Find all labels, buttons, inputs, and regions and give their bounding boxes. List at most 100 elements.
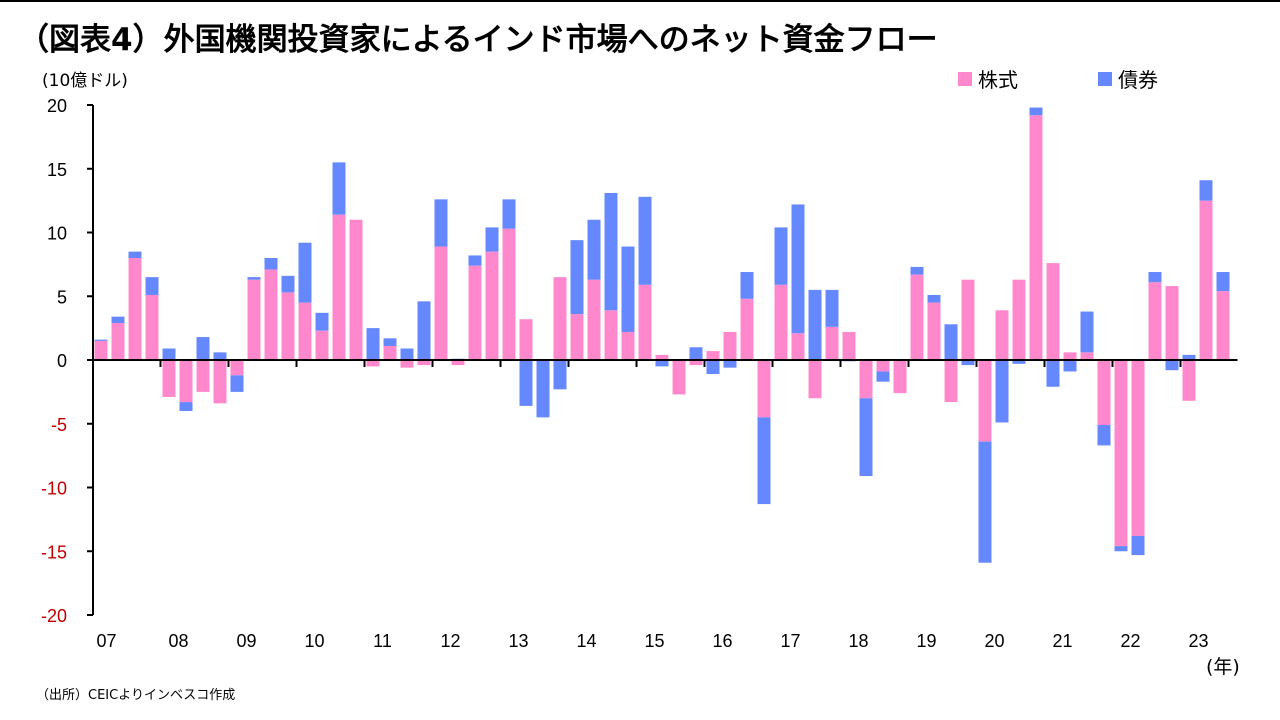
bar-bond-2023Q3 [1216, 272, 1230, 292]
y-tick-label: -20 [41, 606, 67, 626]
bar-equity-2020Q4 [1029, 115, 1043, 360]
y-axis-unit-label: (10億ドル) [42, 71, 128, 91]
legend-item-equity: 株式 [958, 64, 1018, 93]
x-tick-label: 18 [848, 631, 868, 651]
legend-label-equity: 株式 [978, 68, 1018, 92]
bar-bond-2016Q3 [740, 272, 754, 299]
bar-bond-2013Q4 [553, 360, 567, 390]
bar-equity-2021Q3 [1080, 352, 1094, 360]
x-tick-label: 23 [1188, 631, 1208, 651]
bar-bond-2015Q2 [655, 360, 669, 367]
bar-equity-2017Q1 [774, 284, 788, 360]
bar-equity-2014Q2 [587, 279, 601, 360]
bar-bond-2017Q1 [774, 227, 788, 285]
x-tick-label: 22 [1120, 631, 1140, 651]
bar-equity-2022Q4 [1165, 286, 1179, 360]
bar-equity-2007Q4 [145, 294, 159, 360]
bar-bond-2017Q3 [808, 289, 822, 360]
bar-bond-2019Q4 [961, 360, 975, 366]
bar-bond-2022Q4 [1165, 360, 1179, 371]
bar-bond-2009Q1 [230, 375, 244, 392]
bar-equity-2008Q3 [196, 360, 210, 392]
bar-equity-2021Q1 [1046, 263, 1060, 360]
bar-equity-2009Q4 [281, 292, 295, 360]
bar-equity-2023Q3 [1216, 291, 1230, 360]
bar-equity-2020Q1 [978, 360, 992, 442]
bar-equity-2007Q3 [128, 258, 142, 360]
bar-bond-2016Q4 [757, 417, 771, 505]
bar-equity-2018Q3 [876, 360, 890, 372]
bars-group [94, 107, 1230, 563]
bar-bond-2011Q3 [400, 348, 414, 360]
bar-bond-2021Q2 [1063, 360, 1077, 372]
bar-equity-2016Q2 [723, 331, 737, 360]
bar-bond-2020Q4 [1029, 107, 1043, 116]
bar-bond-2016Q1 [706, 360, 720, 375]
source-note: （出所）CEICよりインベスコ作成 [36, 688, 236, 703]
bar-bond-2010Q1 [298, 242, 312, 303]
bar-equity-2013Q4 [553, 277, 567, 360]
bar-equity-2020Q2 [995, 310, 1009, 360]
bar-bond-2015Q1 [638, 196, 652, 285]
bar-bond-2013Q3 [536, 360, 550, 418]
bar-bond-2009Q3 [264, 258, 278, 270]
x-tick-label: 16 [712, 631, 732, 651]
bar-bond-2018Q3 [876, 371, 890, 382]
bar-equity-2010Q1 [298, 302, 312, 360]
bar-bond-2019Q1 [910, 266, 924, 275]
y-tick-label: -15 [41, 542, 67, 562]
bar-bond-2011Q2 [383, 338, 397, 346]
bar-equity-2011Q2 [383, 345, 397, 360]
bar-equity-2017Q4 [825, 326, 839, 360]
bar-bond-2021Q1 [1046, 360, 1060, 387]
bar-equity-2016Q1 [706, 351, 720, 360]
bar-bond-2014Q4 [621, 246, 635, 332]
x-tick-label: 21 [1052, 631, 1072, 651]
x-tick-label: 19 [916, 631, 936, 651]
bar-bond-2007Q3 [128, 251, 142, 258]
bar-equity-2014Q1 [570, 314, 584, 360]
axes-group: 20 15 10 5 0 -5 -10 -15 -20 07 08 09 10 11 12 13 14 15 16 1… [41, 96, 1238, 651]
x-tick-label: 15 [644, 631, 664, 651]
bar-equity-2017Q2 [791, 333, 805, 360]
bar-equity-2022Q3 [1148, 282, 1162, 360]
bar-equity-2008Q2 [179, 360, 193, 403]
x-tick-label: 08 [168, 631, 188, 651]
bar-equity-2022Q1 [1114, 360, 1128, 547]
bar-bond-2013Q1 [502, 199, 516, 229]
bar-equity-2018Q2 [859, 360, 873, 399]
bar-equity-2020Q3 [1012, 279, 1026, 360]
bar-bond-2008Q2 [179, 402, 193, 411]
bar-bond-2020Q3 [1012, 360, 1026, 364]
bar-equity-2014Q3 [604, 310, 618, 360]
x-tick-label: 12 [440, 631, 460, 651]
bar-equity-2017Q3 [808, 360, 822, 399]
bar-equity-2021Q4 [1097, 360, 1111, 426]
legend-label-bond: 債券 [1118, 68, 1158, 92]
bar-bond-2012Q3 [468, 255, 482, 266]
x-tick-label: 10 [304, 631, 324, 651]
bar-equity-2007Q2 [111, 323, 125, 360]
x-tick-label: 20 [984, 631, 1004, 651]
bar-bond-2022Q3 [1148, 272, 1162, 283]
bar-bond-2012Q1 [434, 199, 448, 247]
y-tick-label: 20 [47, 96, 67, 116]
x-tick-label: 07 [96, 631, 116, 651]
bar-bond-2011Q4 [417, 301, 431, 360]
bar-bond-2023Q1 [1182, 354, 1196, 360]
bar-equity-2008Q1 [162, 360, 176, 397]
bar-equity-2011Q3 [400, 360, 414, 368]
bar-bond-2010Q2 [315, 312, 329, 331]
bar-equity-2018Q4 [893, 360, 907, 394]
bar-bond-2008Q3 [196, 337, 210, 360]
y-tick-label: 10 [47, 224, 67, 244]
bar-bond-2022Q2 [1131, 535, 1145, 556]
bar-equity-2014Q4 [621, 331, 635, 360]
bar-equity-2023Q1 [1182, 360, 1196, 401]
bar-equity-2009Q3 [264, 269, 278, 360]
bar-equity-2019Q2 [927, 302, 941, 360]
bar-bond-2016Q2 [723, 360, 737, 368]
bar-bond-2020Q2 [995, 360, 1009, 423]
bar-equity-2015Q2 [655, 354, 669, 360]
